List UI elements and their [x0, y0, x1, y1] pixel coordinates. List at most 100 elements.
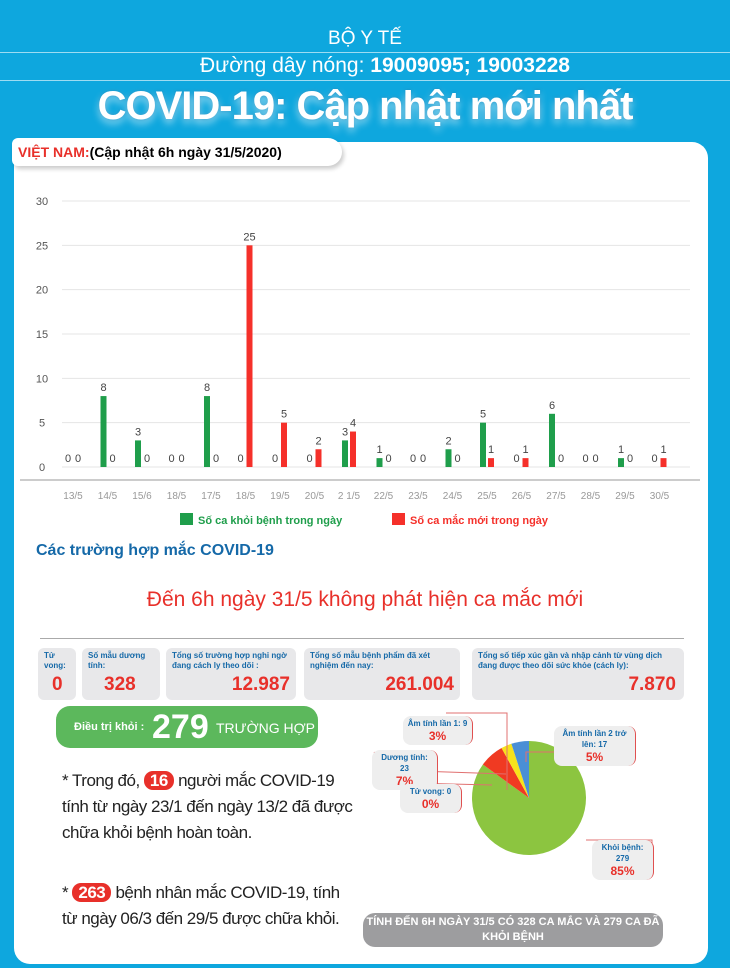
- x-tick-label: 13/5: [63, 491, 83, 502]
- data-label: 3: [342, 426, 348, 438]
- data-label: 0: [272, 453, 278, 465]
- pie-slice: [501, 743, 529, 798]
- bar-recovered: [549, 413, 555, 467]
- data-label: 2: [315, 435, 321, 447]
- stat-value: 261.004: [385, 674, 454, 695]
- hotline-label: Đường dây nóng:: [200, 54, 365, 77]
- recovered-unit: TRƯỜNG HỢP: [216, 720, 315, 736]
- x-tick-label: 20/5: [305, 491, 325, 502]
- pie-label-pct: 0%: [421, 797, 440, 811]
- summary-footer: TÍNH ĐẾN 6H NGÀY 31/5 CÓ 328 CA MẮC VÀ 2…: [363, 913, 663, 947]
- note-text: người mắc COVID-19 tính từ ngày 23/1 đến…: [62, 771, 353, 842]
- data-label: 0: [420, 453, 426, 465]
- pie-label-pct: 3%: [428, 729, 447, 743]
- data-label: 0: [109, 453, 115, 465]
- data-label: 0: [651, 453, 657, 465]
- stat-label: Tử vong:: [44, 651, 66, 670]
- bar-new-cases: [281, 422, 287, 467]
- stat-label: Tổng số mẫu bệnh phẩm đã xét nghiệm đến …: [310, 651, 431, 670]
- data-label: 1: [522, 444, 528, 456]
- pie-label-text: Tử vong: 0: [409, 787, 452, 796]
- x-tick-label: 17/5: [201, 491, 221, 502]
- y-tick-label: 5: [39, 418, 45, 430]
- pie-slice: [511, 741, 529, 798]
- note-prefix: *: [62, 883, 69, 902]
- bar-recovered: [342, 440, 348, 467]
- note-prefix: * Trong đó,: [62, 771, 140, 790]
- data-label: 0: [65, 453, 71, 465]
- x-tick-label: 29/5: [615, 491, 635, 502]
- data-label: 1: [660, 444, 666, 456]
- stat-value: 7.870: [628, 674, 676, 695]
- stat-value: 328: [104, 674, 136, 695]
- data-label: 0: [627, 453, 633, 465]
- x-tick-label: 2 1/5: [338, 491, 361, 502]
- country-label: VIỆT NAM:: [18, 144, 90, 160]
- org-name: BỘ Y TẾ: [328, 28, 402, 49]
- bar-new-cases: [660, 458, 667, 467]
- data-label: 0: [410, 453, 416, 465]
- data-label: 4: [350, 418, 356, 430]
- stat-suspected: Tổng số trường hợp nghi ngờ đang cách ly…: [166, 648, 296, 700]
- legend-label: Số ca khỏi bệnh trong ngày: [198, 515, 343, 527]
- data-label: 0: [582, 453, 588, 465]
- hotline-numbers: 19009095; 19003228: [370, 54, 570, 77]
- y-tick-label: 0: [39, 462, 45, 474]
- stat-value: 12.987: [231, 674, 290, 695]
- x-tick-label: 19/5: [270, 491, 290, 502]
- pie-label-pct: 5%: [585, 750, 604, 764]
- pie-chart: [373, 712, 653, 855]
- data-label: 0: [592, 453, 598, 465]
- note-text: bệnh nhân mắc COVID-19, tính từ ngày 06/…: [62, 883, 340, 928]
- bar-new-cases: [246, 245, 253, 467]
- data-label: 5: [281, 409, 287, 421]
- pie-label-text: Âm tính lần 1: 9: [407, 719, 468, 728]
- recovered-label: Điều trị khỏi :: [74, 721, 145, 733]
- pie-label-positive: Dương tính: 23 7%: [372, 750, 438, 790]
- legend-label: Số ca mắc mới trong ngày: [410, 514, 549, 527]
- data-label: 1: [376, 444, 382, 456]
- note-number: 16: [143, 771, 174, 790]
- data-label: 5: [480, 409, 486, 421]
- y-tick-label: 15: [36, 329, 48, 341]
- update-tag: VIỆT NAM:(Cập nhật 6h ngày 31/5/2020): [12, 138, 342, 166]
- stat-label: Tổng số tiếp xúc gần và nhập cảnh từ vùn…: [478, 651, 663, 670]
- data-label: 1: [618, 444, 624, 456]
- stat-tested: Tổng số mẫu bệnh phẩm đã xét nghiệm đến …: [304, 648, 460, 700]
- data-label: 0: [558, 453, 564, 465]
- divider: [40, 638, 684, 639]
- page-title: COVID-19: Cập nhật mới nhất: [97, 84, 634, 128]
- stat-value: 0: [52, 674, 63, 695]
- x-tick-label: 28/5: [581, 491, 601, 502]
- note-2: * 263 bệnh nhân mắc COVID-19, tính từ ng…: [62, 880, 354, 932]
- data-label: 0: [385, 453, 391, 465]
- pie-label-negative-1: Âm tính lần 1: 9 3%: [403, 716, 473, 745]
- data-label: 0: [213, 453, 219, 465]
- pie-label-text: Khỏi bệnh: 279: [601, 843, 644, 863]
- pie-label-recovered: Khỏi bệnh: 279 85%: [592, 840, 654, 880]
- bar-recovered: [204, 396, 210, 467]
- data-label: 8: [100, 382, 106, 394]
- stat-label: Số mẫu dương tính:: [88, 651, 146, 670]
- bar-new-cases: [350, 431, 356, 467]
- x-tick-label: 15/6: [132, 491, 152, 502]
- data-label: 0: [454, 453, 460, 465]
- divider: [0, 80, 730, 81]
- bar-recovered: [445, 449, 452, 467]
- bar-new-cases: [488, 458, 494, 467]
- data-label: 2: [445, 435, 451, 447]
- update-time: (Cập nhật 6h ngày 31/5/2020): [89, 144, 282, 160]
- data-label: 0: [168, 453, 174, 465]
- y-tick-label: 10: [36, 373, 48, 385]
- x-tick-label: 26/5: [512, 491, 532, 502]
- data-label: 0: [75, 453, 81, 465]
- pie-label-deaths: Tử vong: 0 0%: [400, 784, 462, 813]
- stat-label: Tổng số trường hợp nghi ngờ đang cách ly…: [172, 651, 287, 670]
- x-tick-label: 14/5: [98, 491, 118, 502]
- recovered-value: 279: [152, 708, 209, 746]
- data-label: 6: [549, 400, 555, 412]
- bar-new-cases: [315, 449, 322, 467]
- x-tick-label: 25/5: [477, 491, 497, 502]
- legend-swatch: [392, 513, 405, 525]
